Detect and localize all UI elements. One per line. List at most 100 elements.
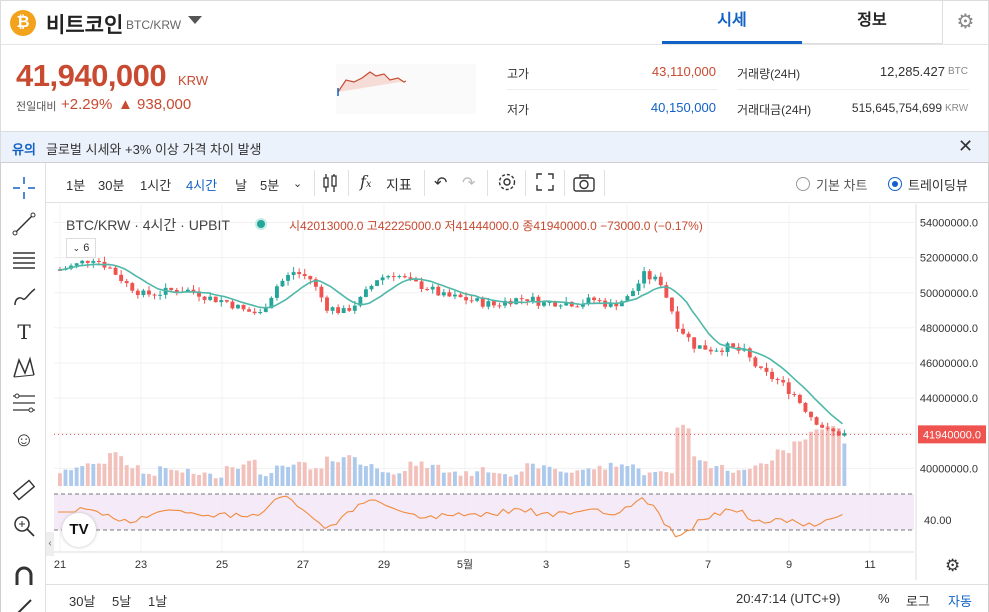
volume-bar (280, 465, 285, 486)
candle-body (269, 297, 274, 309)
candle-body (514, 298, 519, 305)
volume-bar (503, 474, 507, 486)
candle-body (291, 272, 296, 275)
volume-bar (425, 467, 430, 486)
change-label: 전일대비 (16, 101, 57, 113)
interval-1m[interactable]: 1분 (66, 178, 86, 193)
fullscreen-icon[interactable] (536, 173, 554, 194)
candle-body (158, 294, 163, 296)
candle-body (669, 297, 674, 312)
gear-icon[interactable]: ⚙ (945, 556, 961, 575)
ma-indicator-toggle[interactable]: ⌄ 6 (66, 238, 96, 258)
volume-bar (697, 460, 702, 486)
range-1d[interactable]: 1날 (148, 594, 168, 609)
chevron-down-icon: ⌄ (72, 243, 81, 253)
interval-4h[interactable]: 4시간 (186, 178, 218, 193)
volume-bar (447, 472, 452, 486)
interval-30m[interactable]: 30분 (98, 178, 125, 193)
last-price-label: 41940000.0 (923, 429, 981, 441)
last-price-badge (918, 425, 986, 444)
brush-icon[interactable] (11, 283, 37, 309)
candle-body (731, 343, 736, 348)
emoji-icon[interactable]: ☺ (13, 429, 35, 451)
coin-dropdown-icon[interactable] (188, 16, 202, 24)
volume-bar (475, 471, 480, 486)
candle-body (152, 294, 157, 296)
gear-icon[interactable]: ⚙ (942, 0, 988, 44)
interval-day[interactable]: 날 (235, 178, 247, 193)
volume-label: 거래량(24H) (737, 67, 801, 81)
candle-body (453, 294, 457, 297)
crosshair-icon[interactable] (11, 175, 37, 201)
log-toggle[interactable]: 로그 (906, 594, 930, 609)
rsi-level-label: 40.00 (924, 515, 952, 527)
text-icon[interactable]: T (17, 320, 31, 344)
candle-type-icon[interactable] (322, 172, 338, 197)
undo-icon[interactable]: ↶ (434, 175, 448, 192)
redo-icon[interactable]: ↷ (462, 175, 476, 192)
horizontal-lines-icon[interactable] (11, 247, 37, 273)
percent-toggle[interactable]: % (878, 591, 890, 606)
candle-body (352, 305, 357, 311)
function-icon[interactable]: fx (360, 172, 372, 191)
change-amount: ▲ 938,000 (118, 96, 192, 113)
pattern-icon[interactable] (11, 355, 37, 381)
fib-icon[interactable] (11, 391, 37, 417)
chevron-down-icon[interactable]: ⌄ (293, 178, 303, 190)
range-5d[interactable]: 5날 (112, 594, 132, 609)
range-30d[interactable]: 30날 (69, 594, 96, 609)
camera-icon[interactable] (573, 174, 595, 195)
volume-bar (580, 469, 585, 486)
volume-bar (675, 427, 680, 486)
volume-bar (347, 455, 352, 486)
close-icon[interactable]: ✕ (958, 136, 974, 156)
basic-chart-label[interactable]: 기본 차트 (816, 178, 868, 193)
zoom-in-icon[interactable] (11, 513, 37, 539)
interval-1h[interactable]: 1시간 (140, 178, 172, 193)
magnet-icon[interactable] (11, 563, 37, 589)
volume-bar (642, 475, 647, 486)
drawing-toolbar: T ☺ (1, 163, 46, 612)
price-tick-label: 50000000.0 (920, 288, 978, 300)
trend-line-icon[interactable] (11, 211, 37, 237)
volume-bar (135, 465, 140, 486)
candle-body (597, 300, 602, 302)
volume-bar (820, 429, 825, 486)
tradingview-logo-icon[interactable]: TV (62, 513, 96, 547)
basic-chart-radio[interactable] (796, 177, 810, 191)
candle-body (542, 302, 546, 306)
volume-bar (286, 466, 290, 486)
auto-toggle[interactable]: 자동 (948, 594, 972, 609)
volume-bar (592, 469, 596, 486)
candle-body (686, 333, 691, 338)
candle-body (525, 299, 530, 301)
volume-bar (647, 472, 652, 486)
volume-bar (708, 468, 713, 486)
volume-bar (681, 424, 685, 486)
pencil-icon[interactable] (11, 595, 37, 612)
tradingview-radio[interactable] (888, 177, 902, 191)
toolbar-divider (424, 170, 425, 196)
indicators-button[interactable]: 지표 (386, 177, 412, 193)
volume-bar (631, 464, 635, 486)
candle-body (547, 301, 552, 303)
volume-bar (586, 468, 591, 486)
volume-unit: BTC (948, 66, 968, 77)
price-chart[interactable]: 54000000.0 52000000.0 50000000.0 48000000.0… (54, 204, 988, 580)
ruler-icon[interactable] (11, 477, 37, 503)
candle-body (770, 371, 775, 380)
volume-bar (636, 468, 641, 486)
interval-5m[interactable]: 5분 (260, 178, 280, 193)
coin-name[interactable]: 비트코인 (46, 14, 124, 37)
volume-bar (525, 463, 530, 486)
collapse-toolbar-icon[interactable]: ‹ (46, 532, 54, 556)
tradingview-label[interactable]: 트레이딩뷰 (908, 178, 968, 193)
chart-settings-icon[interactable] (497, 172, 517, 195)
tab-price[interactable]: 시세 (662, 0, 802, 44)
toolbar-divider (604, 170, 605, 196)
volume-bar (770, 460, 775, 486)
candle-body (703, 345, 708, 350)
tab-info[interactable]: 정보 (802, 0, 942, 44)
volume-bar (775, 449, 780, 486)
candle-body (658, 276, 663, 286)
